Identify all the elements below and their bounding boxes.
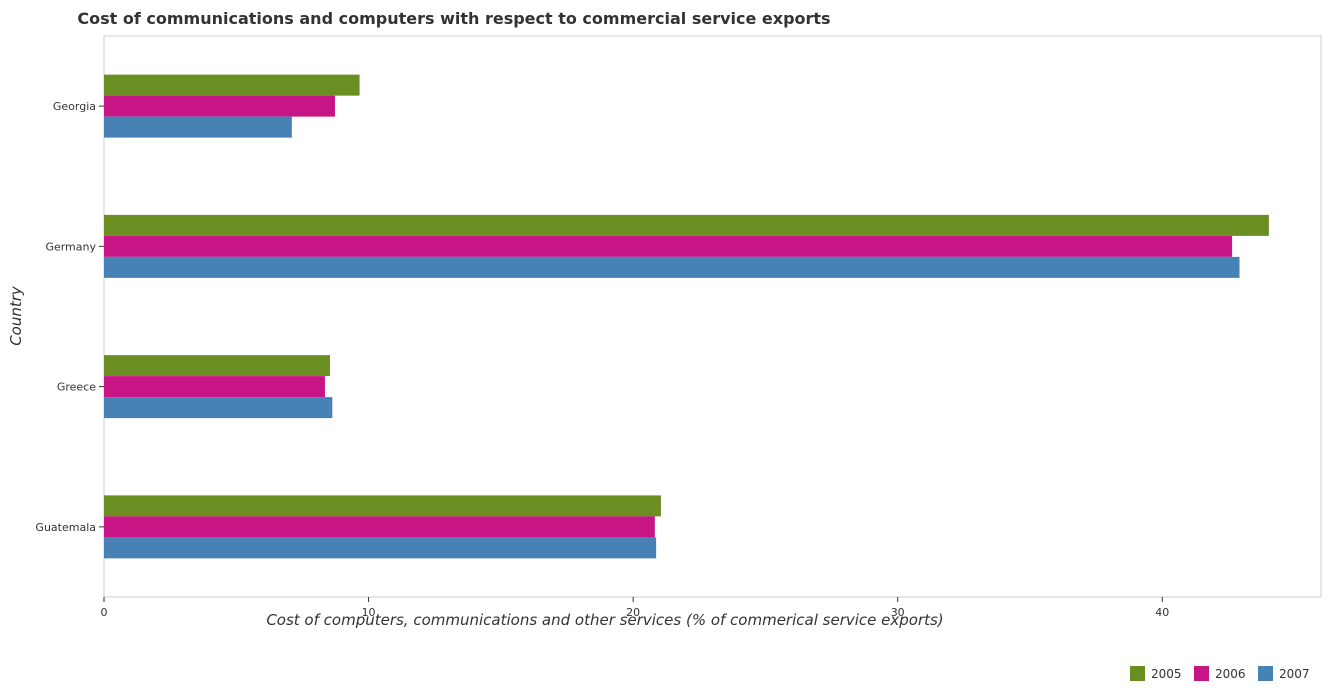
x-axis: 0 10 20 30 40: [101, 597, 1169, 619]
x-axis-title: Cost of computers, communications and ot…: [266, 611, 943, 629]
x-tick-label: 20: [626, 606, 640, 619]
legend-label-2007: 2007: [1279, 667, 1310, 681]
y-axis-title: Country: [7, 285, 25, 346]
legend-swatch-2006: [1194, 666, 1209, 681]
x-tick-label: 30: [891, 606, 905, 619]
bar-greece-2005: [104, 355, 330, 377]
x-tick-label: 40: [1155, 606, 1169, 619]
bar-georgia-2006: [104, 95, 335, 117]
legend-swatch-2007: [1258, 666, 1273, 681]
bar-guatemala-2007: [104, 537, 657, 559]
bars-layer: [104, 74, 1269, 559]
y-tick-label: Georgia: [53, 100, 96, 113]
plot-area-frame: [103, 35, 1322, 598]
legend: 2005 2006 2007: [1130, 666, 1310, 681]
bar-germany-2005: [104, 214, 1269, 236]
legend-label-2005: 2005: [1151, 667, 1182, 681]
y-tick-label: Germany: [45, 240, 96, 253]
y-axis: Georgia Germany Greece Guatemala: [35, 100, 104, 534]
bar-guatemala-2005: [104, 495, 661, 517]
y-tick-label: Greece: [57, 381, 96, 394]
x-tick-label: 10: [362, 606, 376, 619]
bar-greece-2006: [104, 376, 325, 398]
bar-greece-2007: [104, 397, 333, 419]
chart-title: Cost of communications and computers wit…: [77, 9, 830, 28]
x-tick-label: 0: [101, 606, 108, 619]
legend-swatch-2005: [1130, 666, 1145, 681]
bar-georgia-2007: [104, 116, 292, 138]
bar-germany-2006: [104, 235, 1233, 257]
bar-germany-2007: [104, 256, 1240, 278]
bar-georgia-2005: [104, 74, 360, 96]
y-tick-label: Guatemala: [35, 521, 96, 534]
legend-label-2006: 2006: [1215, 667, 1246, 681]
bar-guatemala-2006: [104, 516, 655, 538]
